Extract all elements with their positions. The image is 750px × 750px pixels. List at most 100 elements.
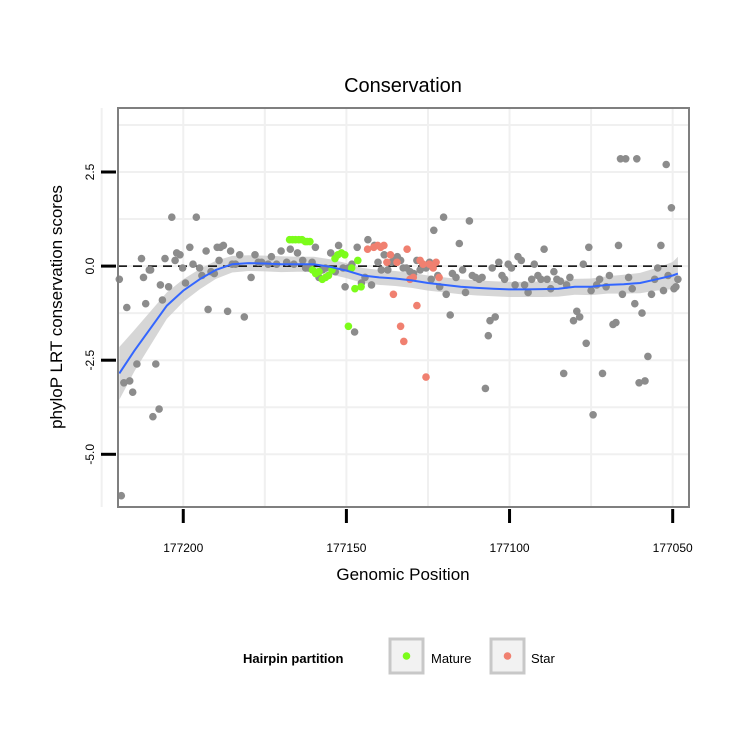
x-tick-label: 177150 (326, 541, 366, 555)
data-point-other (616, 155, 625, 163)
legend-key-mature (388, 637, 425, 675)
data-point-other (311, 243, 320, 252)
data-point-other (247, 273, 255, 282)
data-point-star (432, 258, 440, 267)
data-point-star (363, 245, 372, 253)
data-point-other (158, 296, 167, 304)
data-point-other (484, 331, 493, 340)
data-point-other (257, 258, 266, 267)
data-point-other (189, 260, 197, 269)
data-point-other (353, 243, 362, 252)
data-point-other (442, 290, 451, 299)
data-point-other (202, 247, 210, 255)
data-point-other (614, 241, 623, 250)
data-point-other (123, 303, 131, 312)
data-point-other (458, 266, 467, 274)
data-point-star (413, 301, 421, 310)
legend-label-star: Star (531, 651, 556, 666)
y-tick-label: -5.0 (83, 444, 97, 465)
data-point-mature (324, 271, 333, 280)
data-point-other (621, 155, 630, 163)
data-point-other (575, 313, 584, 321)
data-point-other (628, 284, 636, 293)
data-point-other (573, 307, 581, 316)
data-point-star (419, 260, 427, 269)
data-point-star (403, 245, 411, 253)
data-point-other (141, 299, 150, 308)
data-point-other (540, 245, 548, 253)
data-point-other (566, 273, 574, 282)
data-point-other (657, 241, 665, 250)
y-axis-title: phyloP LRT conservation scores (47, 185, 66, 429)
data-point-other (125, 377, 134, 385)
data-point-other (612, 318, 620, 327)
data-point-other (334, 241, 343, 250)
data-point-other (152, 360, 160, 368)
data-point-other (595, 275, 604, 284)
data-point-other (155, 405, 163, 413)
data-point-other (569, 316, 578, 325)
data-point-other (176, 251, 184, 259)
data-point-other (341, 283, 349, 291)
data-point-star (409, 273, 418, 282)
data-point-other (226, 247, 235, 255)
data-point-other (171, 256, 179, 265)
data-point-other (635, 379, 643, 387)
data-point-other (168, 213, 176, 221)
data-point-other (161, 254, 169, 263)
data-point-other (585, 243, 593, 252)
data-point-other (478, 273, 486, 282)
data-point-other (550, 267, 558, 276)
data-point-other (559, 369, 568, 378)
legend-swatch-star (503, 652, 512, 660)
data-point-star (400, 337, 408, 346)
data-point-other (192, 213, 201, 221)
smooth-line (118, 262, 679, 374)
x-tick-label: 177100 (490, 541, 530, 555)
data-point-mature (351, 284, 359, 293)
data-point-other (181, 279, 190, 287)
data-point-other (115, 275, 124, 284)
y-tick-label: 0.0 (83, 257, 97, 274)
points-layer (115, 155, 682, 500)
data-point-other (500, 275, 509, 284)
data-point-other (267, 252, 276, 261)
data-point-other (120, 379, 128, 387)
data-point-other (133, 360, 141, 368)
data-point-other (139, 273, 148, 282)
data-point-other (446, 311, 455, 319)
data-point-other (156, 281, 165, 289)
data-point-other (530, 260, 539, 269)
data-point-other (631, 299, 639, 308)
data-point-other (223, 307, 232, 316)
data-point-other (520, 281, 529, 289)
data-point-star (393, 258, 401, 267)
data-point-star (383, 258, 391, 267)
y-tick-label: 2.5 (83, 163, 97, 180)
data-point-star (429, 264, 438, 272)
data-point-other (219, 241, 228, 250)
data-point-star (396, 322, 405, 331)
data-point-other (277, 247, 285, 255)
data-point-other (659, 286, 668, 295)
data-point-other (674, 275, 682, 284)
data-point-other (240, 313, 249, 321)
data-point-other (537, 275, 545, 284)
data-point-other (452, 273, 460, 282)
data-point-other (149, 412, 157, 421)
y-tick-label: -2.5 (83, 350, 97, 371)
data-point-other (633, 155, 641, 163)
data-point-star (422, 373, 430, 381)
data-point-mature (357, 283, 365, 291)
data-point-other (556, 277, 565, 286)
legend: Hairpin partition Mature Star (243, 637, 556, 675)
x-tick-label: 177200 (163, 541, 203, 555)
smooth-ribbon (119, 255, 678, 400)
data-point-other (364, 235, 372, 244)
data-point-other (117, 491, 126, 500)
data-point-other (579, 260, 588, 269)
plot-border (117, 107, 690, 508)
data-point-other (517, 256, 526, 265)
smooth-ribbon-layer (119, 255, 678, 400)
data-point-other (491, 313, 500, 321)
